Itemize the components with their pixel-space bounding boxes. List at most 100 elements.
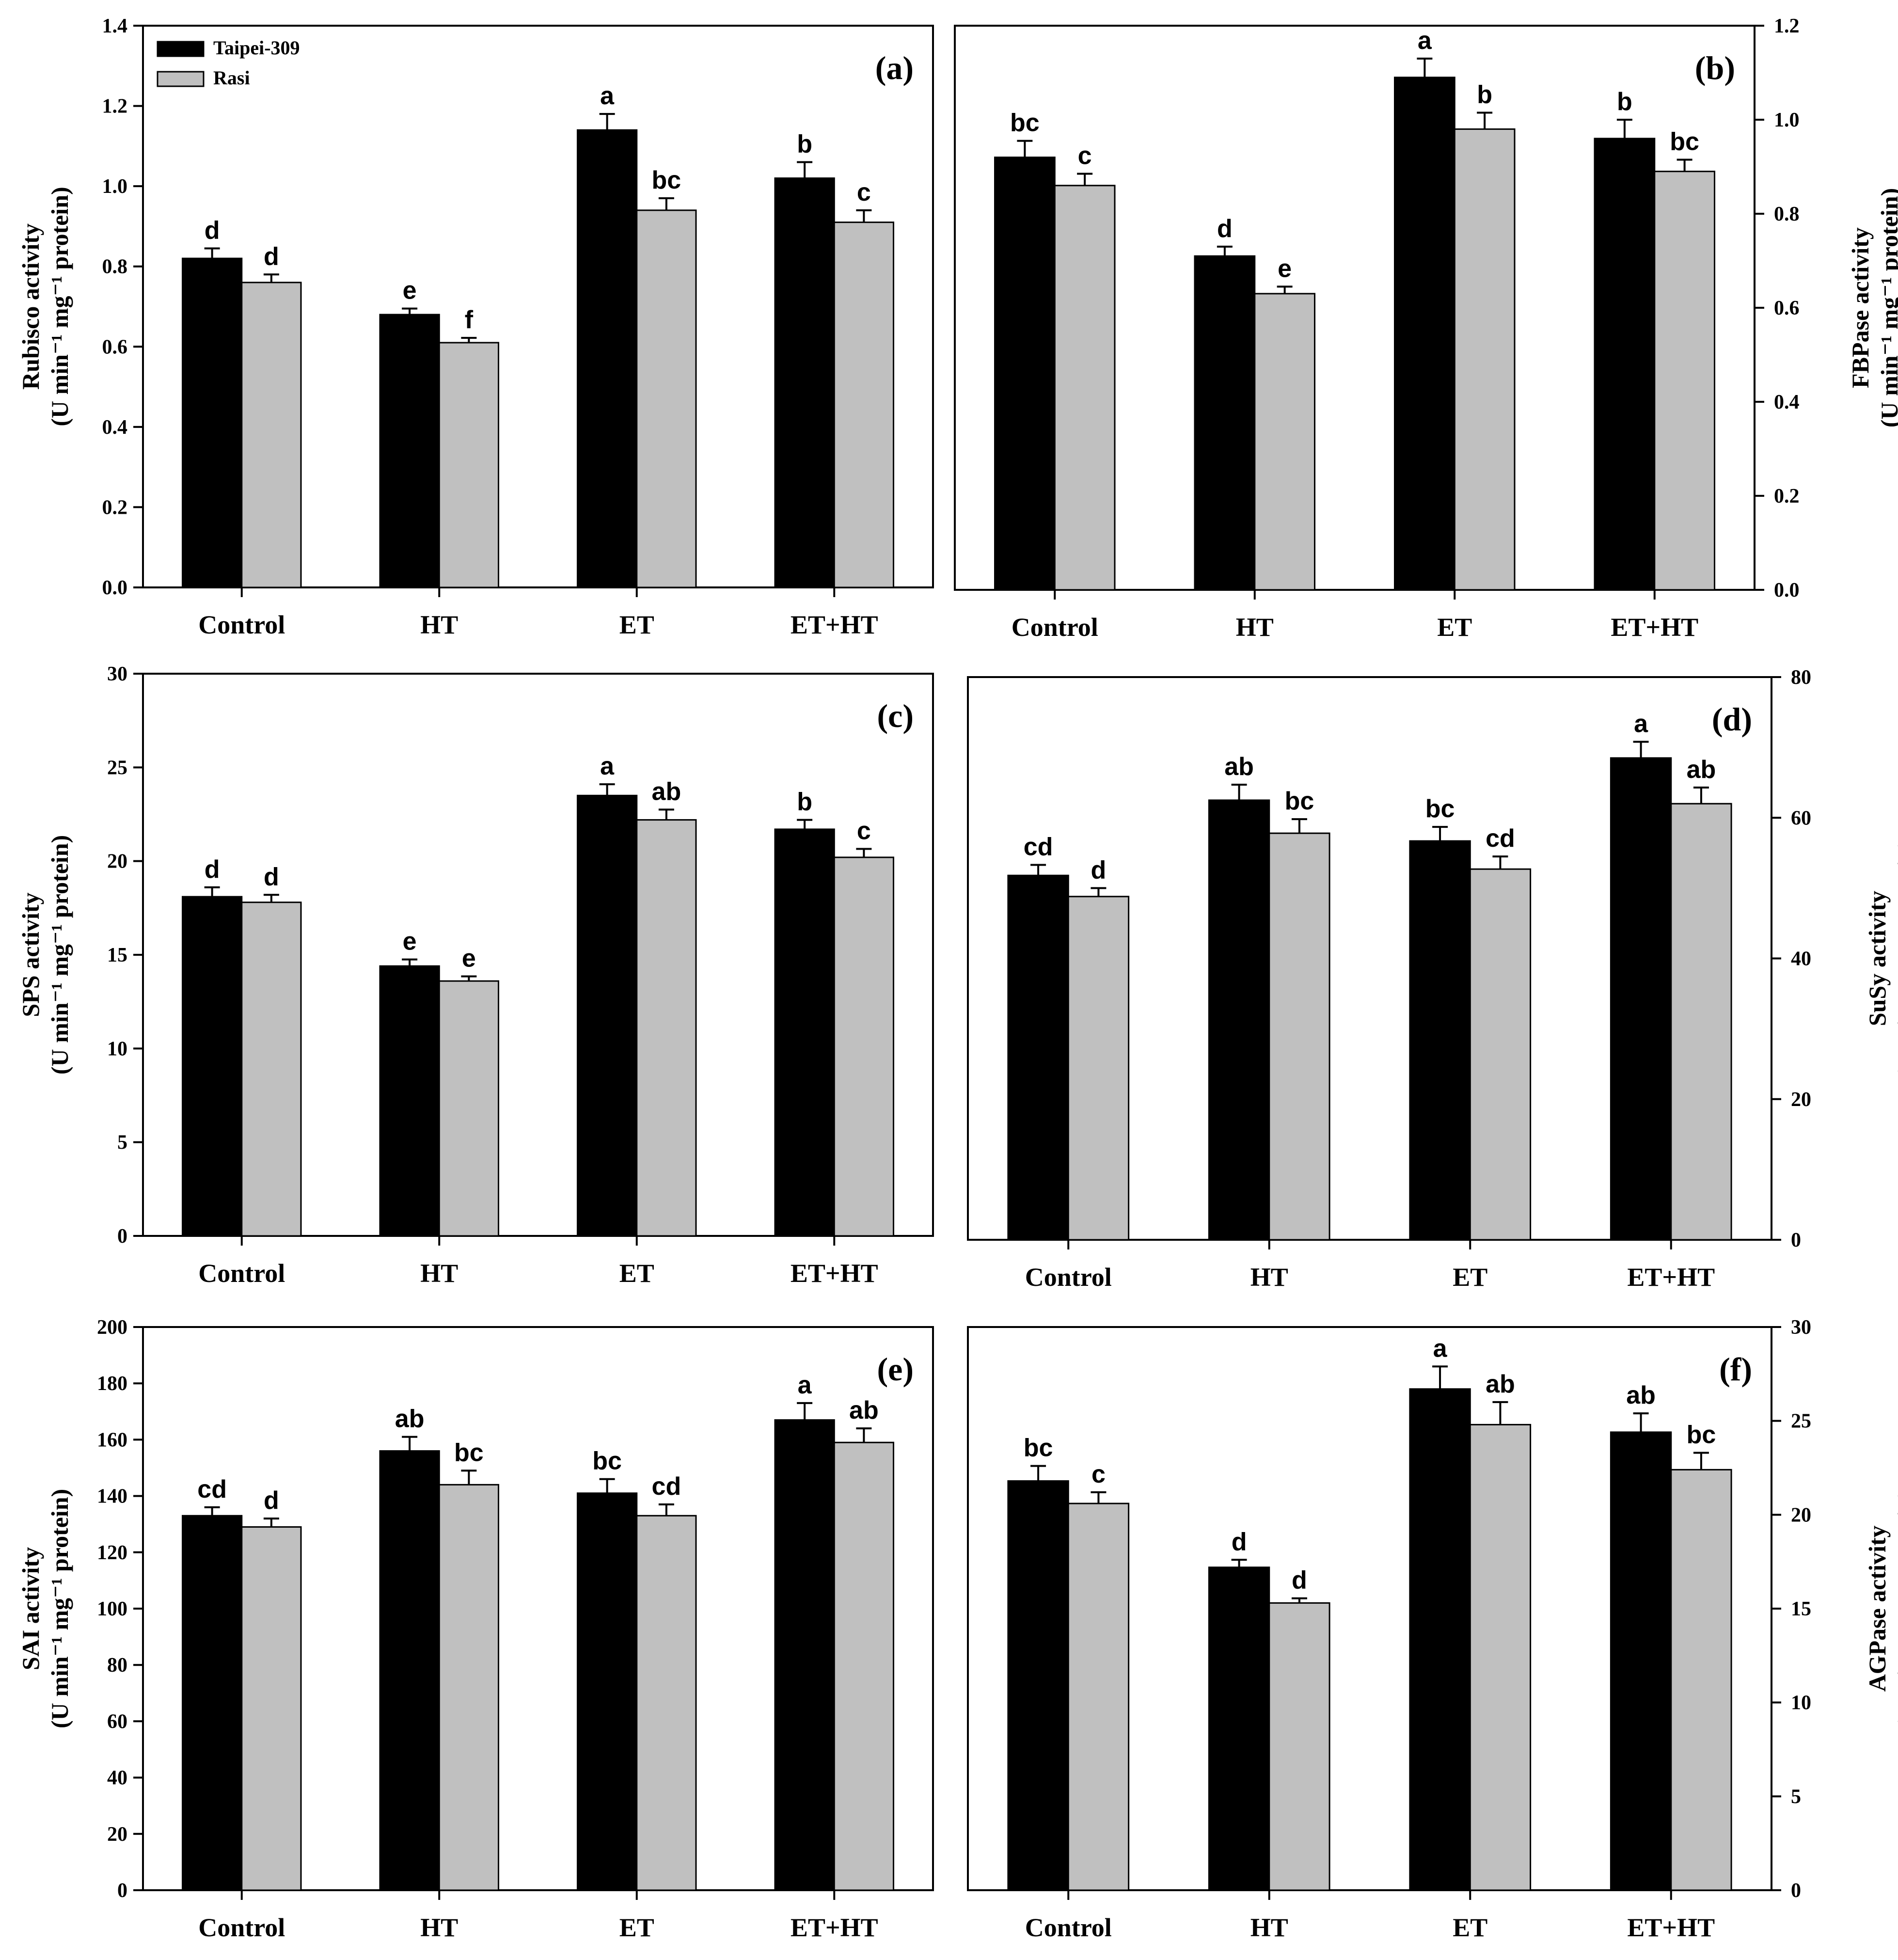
significance-letter: d [264, 1486, 279, 1515]
panel-tag: (c) [877, 697, 914, 734]
significance-letter: bc [454, 1438, 484, 1467]
significance-letter: f [465, 306, 474, 334]
chart-panel-b: 0.0 0.2 0.4 0.6 0.8 1.0 1.2 FBPase activity(U m… [954, 15, 1898, 642]
y-tick-label: 20 [1791, 1089, 1811, 1111]
x-category-label: HT [420, 1913, 458, 1942]
y-tick-label: 1.4 [102, 15, 128, 37]
bar-rasi [241, 282, 302, 588]
y-tick-label: 160 [97, 1429, 127, 1451]
significance-letter: ab [849, 1396, 879, 1424]
y-tick-label: 1.2 [1774, 15, 1800, 37]
y-tick-label: 15 [107, 944, 127, 966]
panel-tag: (f) [1719, 1351, 1752, 1388]
significance-letter: ab [652, 777, 681, 806]
x-category-label: ET+HT [1627, 1263, 1715, 1292]
significance-letter: bc [1425, 795, 1455, 823]
y-axis-units: (U min⁻¹ mg⁻¹ protein) [1893, 838, 1898, 1078]
significance-letter: d [205, 216, 220, 244]
bar-taipei-309 [182, 1515, 243, 1891]
y-tick-label: 1.2 [102, 95, 128, 118]
bar-taipei-309 [577, 129, 638, 588]
bar-taipei-309 [774, 828, 835, 1237]
bar-taipei-309 [1194, 255, 1256, 591]
y-tick-label: 1.0 [1774, 109, 1800, 131]
bar-rasi [438, 980, 499, 1237]
y-tick-label: 5 [1791, 1786, 1801, 1808]
y-tick-label: 0.8 [1774, 203, 1800, 225]
legend-label: Taipei-309 [213, 37, 300, 59]
significance-letter: bc [1687, 1421, 1716, 1449]
y-tick-label: 0 [117, 1880, 127, 1902]
y-tick-label: 0.8 [102, 256, 128, 278]
significance-letter: ab [1687, 756, 1716, 784]
y-tick-label: 0 [1791, 1229, 1801, 1251]
y-axis-units: (U min⁻¹ mg⁻¹ protein) [46, 187, 73, 426]
bar-rasi [833, 856, 894, 1237]
bar-taipei-309 [994, 157, 1056, 591]
significance-letter: e [1278, 254, 1292, 283]
y-tick-label: 0 [117, 1225, 127, 1248]
significance-letter: e [462, 944, 476, 972]
significance-letter: cd [197, 1475, 227, 1503]
bar-rasi [1067, 1502, 1130, 1891]
significance-letter: d [264, 863, 279, 891]
bar-taipei-309 [774, 1419, 835, 1891]
bar-rasi [833, 221, 894, 588]
y-axis-units: (U min⁻¹ mg⁻¹ protein) [1876, 188, 1898, 427]
bar-rasi [438, 1484, 499, 1891]
bar-taipei-309 [1394, 77, 1455, 591]
significance-letter: cd [1486, 824, 1515, 853]
x-category-label: ET+HT [791, 1913, 878, 1942]
significance-letter: d [1232, 1528, 1247, 1556]
bar-taipei-309 [379, 1450, 440, 1891]
significance-letter: b [1477, 80, 1492, 109]
significance-letter: c [1078, 142, 1092, 170]
y-tick-label: 0.2 [1774, 485, 1800, 507]
y-axis-title: SuSy activity [1864, 891, 1891, 1026]
y-tick-label: 30 [107, 663, 127, 685]
x-category-label: Control [1025, 1913, 1112, 1942]
y-tick-label: 20 [107, 851, 127, 873]
chart-panel-c: 0 5 10 15 20 25 30 SPS activity (U min⁻¹ mg⁻¹ pr… [17, 663, 934, 1288]
significance-letter: c [1091, 1460, 1106, 1488]
x-category-label: ET [619, 1913, 654, 1942]
bar-rasi [1067, 896, 1130, 1241]
y-tick-label: 60 [107, 1710, 127, 1733]
bar-rasi [241, 901, 302, 1237]
y-tick-label: 100 [97, 1598, 127, 1620]
y-tick-label: 60 [1791, 807, 1811, 829]
y-tick-label: 15 [1791, 1598, 1811, 1620]
y-tick-label: 140 [97, 1486, 127, 1508]
panel-tag: (d) [1712, 701, 1752, 738]
significance-letter: ab [395, 1405, 425, 1433]
significance-letter: bc [652, 166, 681, 194]
x-category-label: HT [420, 610, 458, 639]
bar-rasi [1654, 171, 1715, 591]
bar-taipei-309 [1007, 1480, 1069, 1891]
significance-letter: b [1617, 88, 1632, 116]
y-tick-label: 5 [117, 1132, 127, 1154]
bar-taipei-309 [1594, 138, 1656, 591]
panel-tag: (b) [1695, 49, 1735, 86]
x-category-label: Control [1025, 1263, 1112, 1292]
significance-letter: a [1433, 1334, 1448, 1362]
x-category-label: Control [198, 1913, 285, 1942]
significance-letter: b [797, 788, 812, 816]
bar-taipei-309 [1007, 874, 1069, 1241]
significance-letter: d [1292, 1566, 1307, 1595]
significance-letter: cd [652, 1472, 681, 1501]
bar-rasi [1670, 1469, 1732, 1891]
significance-letter: bc [592, 1447, 622, 1475]
significance-letter: bc [1670, 127, 1699, 156]
bar-taipei-309 [1208, 1566, 1270, 1891]
y-tick-label: 1.0 [102, 175, 128, 198]
y-tick-label: 25 [107, 757, 127, 779]
y-tick-label: 40 [1791, 948, 1811, 970]
legend-label: Rasi [213, 67, 250, 89]
x-category-label: HT [1250, 1263, 1288, 1292]
panel-tag: (a) [875, 49, 914, 86]
y-tick-label: 0.4 [1774, 391, 1800, 413]
x-category-label: ET+HT [791, 610, 878, 639]
y-axis-units: (U min⁻¹ mg⁻¹ protein) [46, 1489, 73, 1728]
bar-rasi [1454, 128, 1516, 591]
